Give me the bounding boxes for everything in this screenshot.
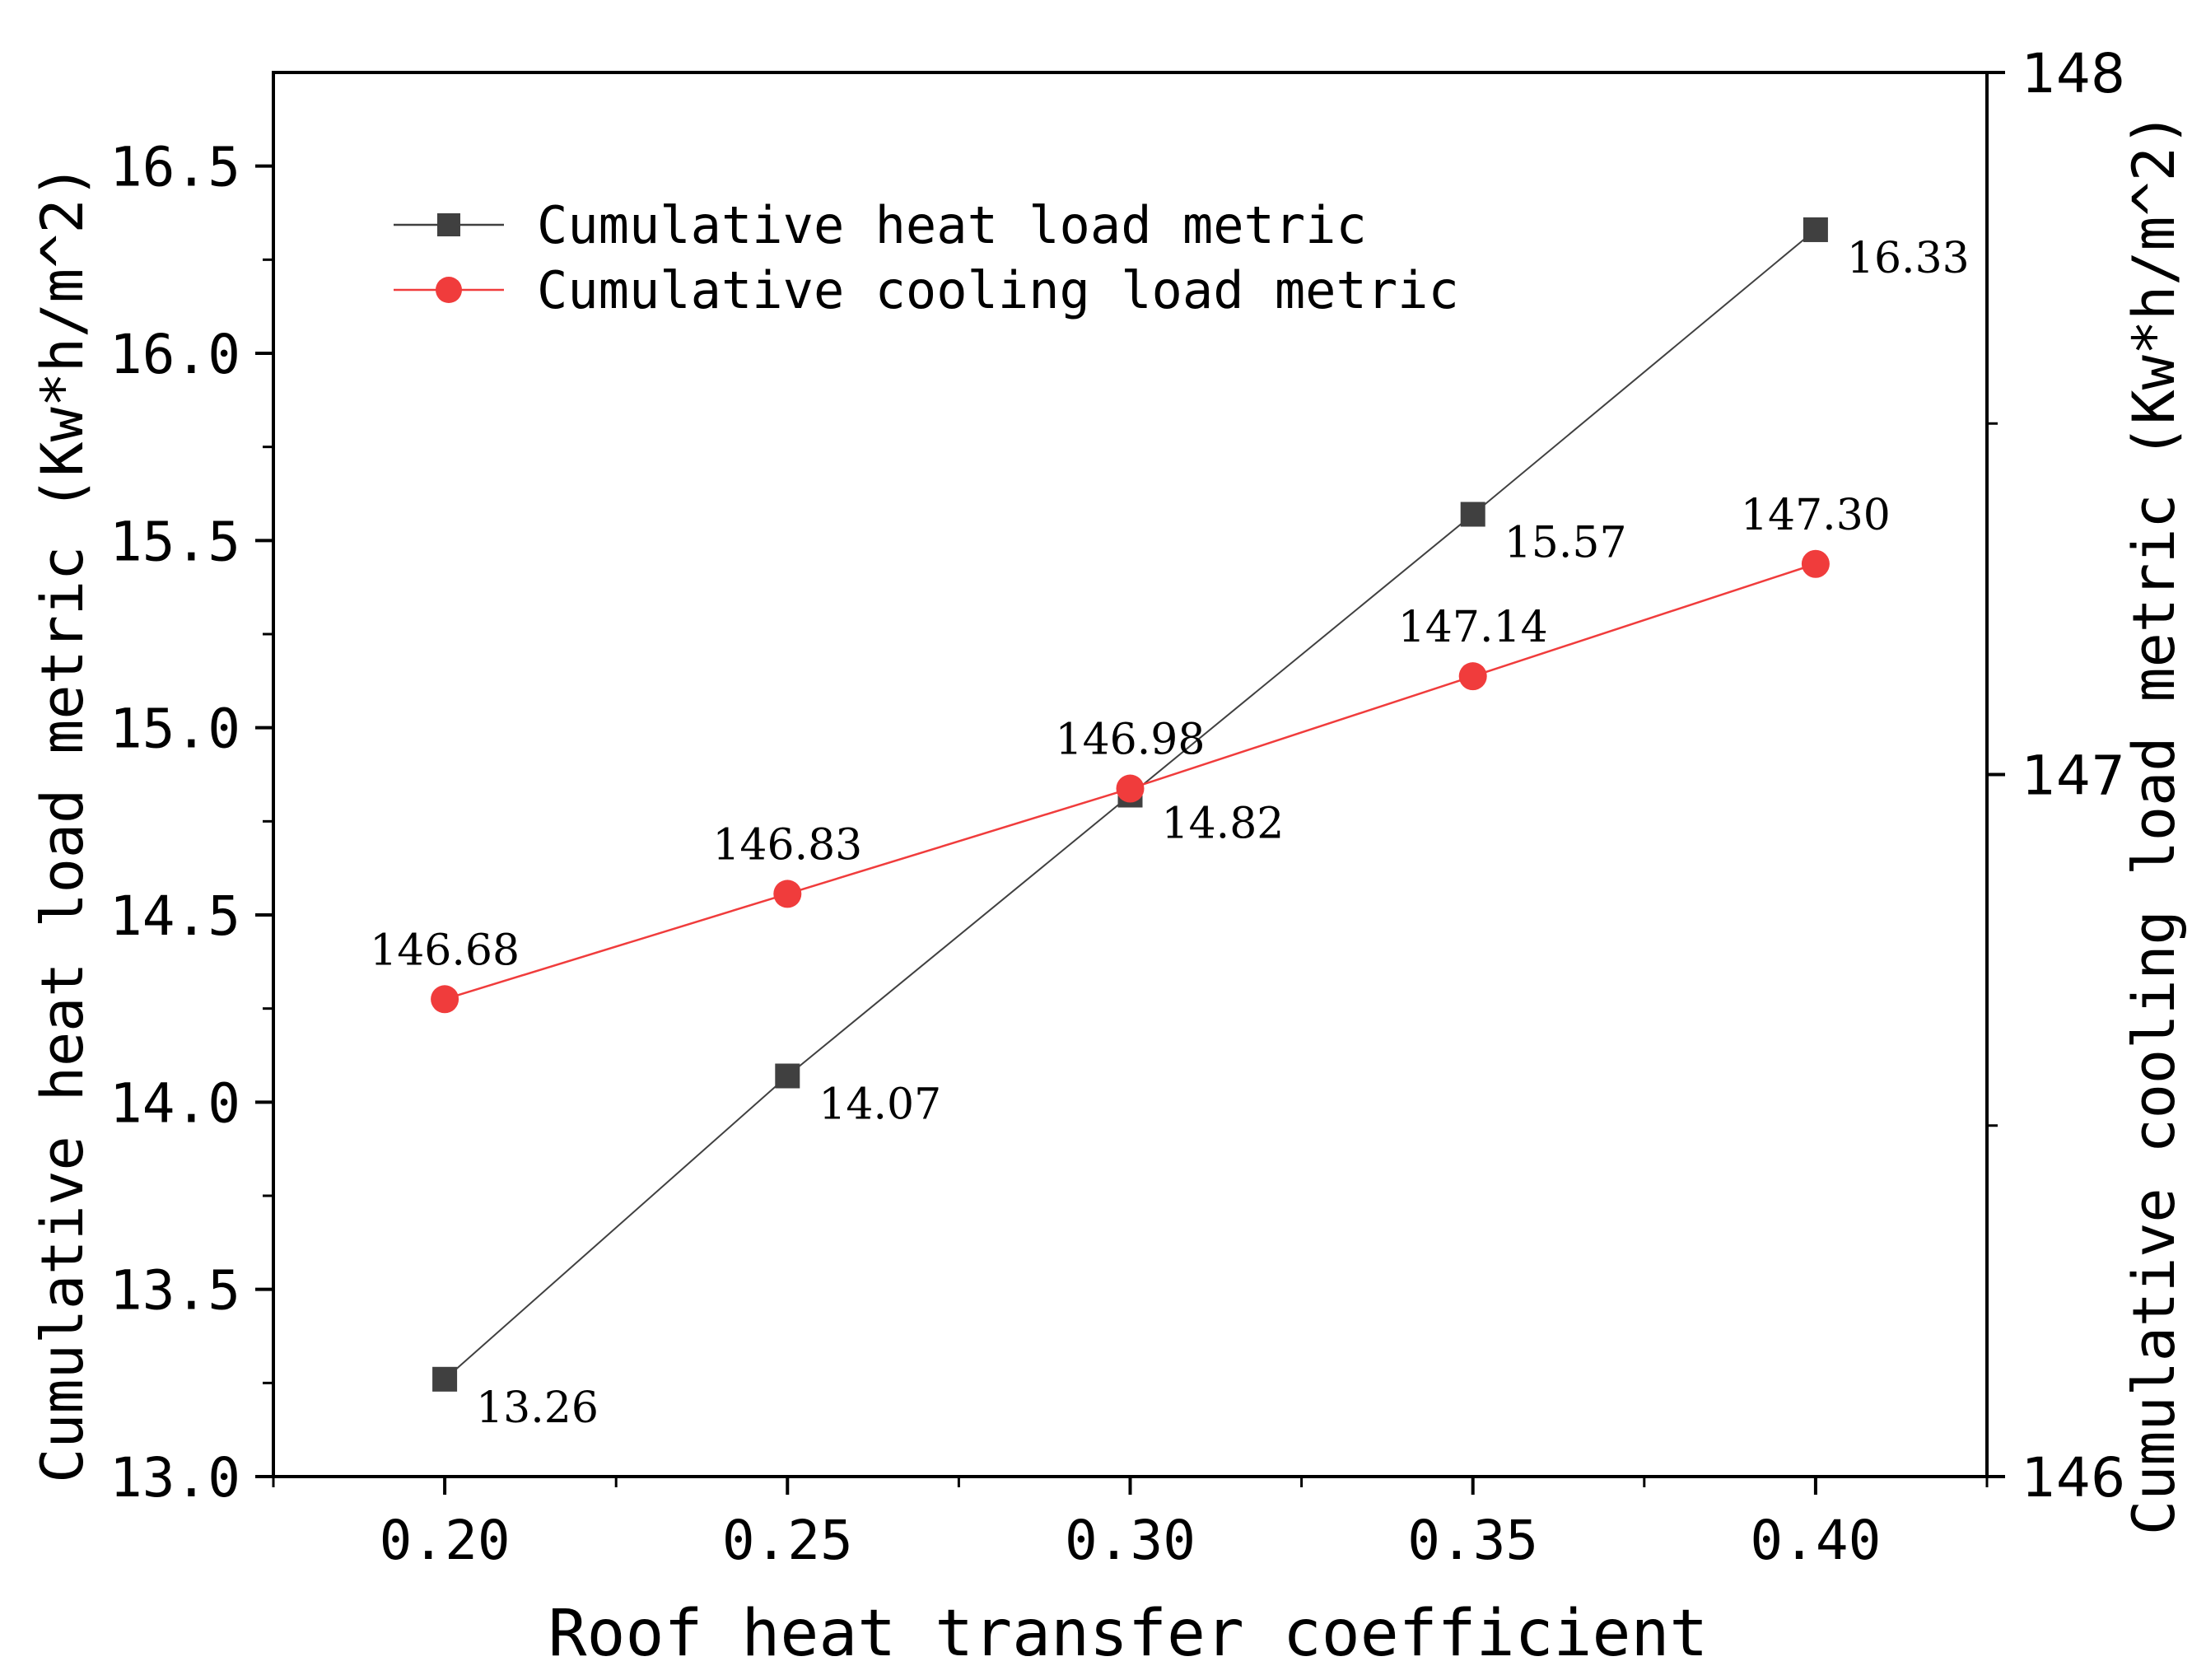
y-left-tick-label: 14.5 (110, 884, 240, 948)
cooling-data-label: 146.83 (712, 820, 862, 870)
y-left-tick-label: 16.5 (110, 136, 240, 199)
heat-data-label: 16.33 (1847, 234, 1970, 283)
legend-circle-marker (436, 277, 462, 303)
cooling-data-label: 146.98 (1056, 716, 1206, 765)
cooling-point-marker (431, 985, 459, 1014)
series-layer (431, 217, 1830, 1392)
y-right-tick-label: 147 (2022, 744, 2125, 808)
heat-point-marker (1460, 502, 1485, 527)
x-tick-label: 0.40 (1750, 1509, 1881, 1572)
right-y-axis-title: Cumulative cooling load metric (Kw*h/m^2… (2120, 112, 2188, 1535)
cooling-point-marker (1801, 549, 1830, 578)
cooling-data-label: 147.14 (1398, 603, 1548, 652)
heat-data-label: 15.57 (1504, 519, 1627, 568)
x-tick-label: 0.30 (1065, 1509, 1196, 1572)
cooling-point-marker (773, 880, 802, 908)
y-left-tick-label: 15.0 (110, 698, 240, 761)
y-left-tick-label: 15.5 (110, 510, 240, 573)
heat-data-label: 14.07 (819, 1080, 941, 1130)
y-right-tick-label: 146 (2022, 1446, 2125, 1510)
heat-point-marker (1803, 217, 1828, 242)
x-tick-label: 0.35 (1407, 1509, 1538, 1572)
legend-square-marker (437, 213, 460, 236)
x-tick-label: 0.25 (722, 1509, 853, 1572)
heat-data-label: 14.82 (1162, 800, 1285, 849)
heat-point-marker (775, 1063, 800, 1089)
y-left-tick-label: 14.0 (110, 1071, 240, 1135)
cooling-data-label: 146.68 (370, 926, 520, 975)
legend-label-heat: Cumulative heat load metric (537, 195, 1367, 255)
cooling-data-label: 147.30 (1741, 491, 1891, 540)
y-left-tick-label: 16.0 (110, 323, 240, 386)
legend-label-cooling: Cumulative cooling load metric (537, 260, 1459, 320)
y-left-tick-label: 13.5 (110, 1259, 240, 1323)
y-left-tick-label: 13.0 (110, 1446, 240, 1510)
cooling-point-marker (1458, 662, 1487, 691)
heat-data-label: 13.26 (476, 1384, 599, 1433)
axis-ticks: 0.20 0.25 0.30 0.35 0.40 13.0 13.5 14.0 14.5 15.0… (110, 42, 2125, 1572)
cooling-point-marker (1116, 774, 1145, 803)
y-right-tick-label: 148 (2022, 42, 2125, 105)
left-y-axis-title: Cumulative heat load metric (Kw*h/m^2) (29, 164, 96, 1482)
x-axis-title: Roof heat transfer coefficient (548, 1597, 1709, 1671)
x-tick-label: 0.20 (380, 1509, 511, 1572)
data-labels: 13.26 14.07 14.82 15.57 16.33 146.68 146.83 146… (370, 234, 1970, 1433)
heat-point-marker (432, 1366, 458, 1392)
